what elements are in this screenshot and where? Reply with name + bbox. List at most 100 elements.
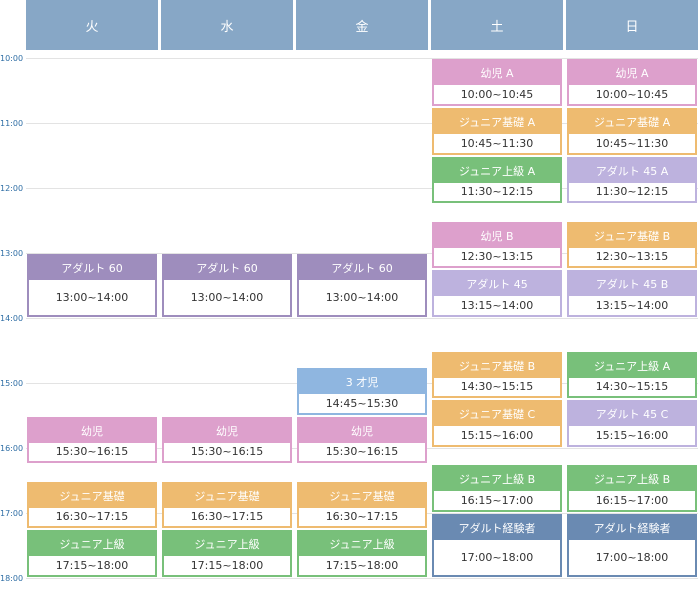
class-block[interactable]: ジュニア基礎 C 15:15~16:00 [432,400,562,447]
class-block[interactable]: 幼児 15:30~16:15 [297,416,427,464]
class-time: 15:15~16:00 [460,429,534,443]
class-block[interactable]: 幼児 15:30~16:15 [162,416,292,464]
class-block[interactable]: 3 才児 14:45~15:30 [297,367,427,415]
class-time: 15:30~16:15 [55,445,129,459]
class-title: ジュニア上級 B [434,467,560,492]
class-time: 14:45~15:30 [325,396,399,410]
class-title: アダルト 45 B [569,272,695,297]
class-block[interactable]: ジュニア基礎 16:30~17:15 [297,481,427,529]
time-label: 12:00 [0,184,24,193]
class-title: アダルト 60 [29,256,155,280]
class-time: 16:30~17:15 [55,510,129,524]
class-block[interactable]: アダルト経験者 17:00~18:00 [432,514,562,577]
class-time: 10:00~10:45 [595,87,669,101]
class-title: ジュニア基礎 [29,483,155,508]
class-time: 10:00~10:45 [460,87,534,101]
class-title: アダルト 45 A [569,158,695,183]
class-block[interactable]: ジュニア基礎 16:30~17:15 [27,481,157,529]
class-title: 幼児 [29,418,155,443]
class-title: アダルト経験者 [569,516,695,540]
class-title: ジュニア上級 [299,532,425,557]
class-time: 13:15~14:00 [460,299,534,313]
class-time: 12:30~13:15 [460,250,534,264]
class-title: 幼児 [164,418,290,443]
class-title: ジュニア基礎 A [434,109,560,134]
day-header: 火 [26,0,158,50]
class-block[interactable]: アダルト 60 13:00~14:00 [27,254,157,317]
class-time: 14:30~15:15 [460,380,534,394]
hour-gridline [26,318,698,319]
class-title: 幼児 B [434,223,560,248]
time-label: 15:00 [0,379,24,388]
class-block[interactable]: ジュニア上級 B 16:15~17:00 [432,465,562,512]
class-block[interactable]: ジュニア上級 A 14:30~15:15 [567,351,697,399]
hour-gridline [26,188,698,189]
hour-gridline [26,58,698,59]
class-time: 17:15~18:00 [55,559,129,573]
class-title: ジュニア基礎 A [569,109,695,134]
class-title: アダルト 60 [299,256,425,280]
class-time: 17:00~18:00 [595,551,669,564]
time-label: 18:00 [0,574,24,583]
class-block[interactable]: ジュニア上級 B 16:15~17:00 [567,465,697,512]
class-time: 11:30~12:15 [460,185,534,199]
day-header: 金 [296,0,428,50]
class-block[interactable]: アダルト 60 13:00~14:00 [297,254,427,317]
class-time: 17:15~18:00 [325,559,399,573]
class-block[interactable]: ジュニア基礎 16:30~17:15 [162,481,292,529]
class-block[interactable]: ジュニア上級 17:15~18:00 [27,530,157,577]
class-block[interactable]: 幼児 B 12:30~13:15 [432,221,562,269]
class-time: 12:30~13:15 [595,250,669,264]
class-title: ジュニア基礎 [164,483,290,508]
class-title: 幼児 A [569,61,695,85]
class-time: 13:15~14:00 [595,299,669,313]
class-time: 10:45~11:30 [460,136,534,150]
class-block[interactable]: 幼児 15:30~16:15 [27,416,157,464]
class-block[interactable]: ジュニア基礎 A 10:45~11:30 [432,107,562,155]
day-header: 日 [566,0,698,50]
class-title: 3 才児 [299,369,425,394]
class-title: ジュニア上級 A [569,353,695,378]
class-time: 13:00~14:00 [325,291,399,304]
class-title: ジュニア上級 [29,532,155,557]
class-block[interactable]: ジュニア基礎 A 10:45~11:30 [567,107,697,155]
class-block[interactable]: アダルト 45 A 11:30~12:15 [567,156,697,204]
class-title: アダルト 45 [434,272,560,297]
class-title: アダルト 45 C [569,402,695,427]
class-block[interactable]: ジュニア上級 17:15~18:00 [162,530,292,577]
class-time: 17:00~18:00 [460,551,534,564]
class-time: 13:00~14:00 [55,291,129,304]
class-time: 16:30~17:15 [190,510,264,524]
class-title: ジュニア基礎 C [434,402,560,427]
class-block[interactable]: アダルト 60 13:00~14:00 [162,254,292,317]
class-block[interactable]: ジュニア上級 17:15~18:00 [297,530,427,577]
class-title: ジュニア基礎 B [569,223,695,248]
hour-gridline [26,253,698,254]
class-title: アダルト経験者 [434,516,560,540]
class-block[interactable]: ジュニア上級 A 11:30~12:15 [432,156,562,204]
time-label: 17:00 [0,509,24,518]
class-title: 幼児 A [434,61,560,85]
class-time: 11:30~12:15 [595,185,669,199]
hour-gridline [26,578,698,579]
class-title: 幼児 [299,418,425,443]
class-time: 13:00~14:00 [190,291,264,304]
class-time: 16:30~17:15 [325,510,399,524]
class-block[interactable]: アダルト 45 C 15:15~16:00 [567,400,697,447]
class-time: 15:15~16:00 [595,429,669,443]
time-label: 11:00 [0,119,24,128]
class-block[interactable]: ジュニア基礎 B 12:30~13:15 [567,221,697,269]
class-block[interactable]: アダルト 45 B 13:15~14:00 [567,270,697,317]
class-block[interactable]: ジュニア基礎 B 14:30~15:15 [432,351,562,399]
time-label: 13:00 [0,249,24,258]
class-title: ジュニア基礎 [299,483,425,508]
class-title: アダルト 60 [164,256,290,280]
class-title: ジュニア上級 A [434,158,560,183]
class-time: 16:15~17:00 [595,494,669,508]
class-block[interactable]: 幼児 A 10:00~10:45 [567,59,697,106]
class-block[interactable]: アダルト経験者 17:00~18:00 [567,514,697,577]
class-block[interactable]: アダルト 45 13:15~14:00 [432,270,562,317]
class-block[interactable]: 幼児 A 10:00~10:45 [432,59,562,106]
class-time: 14:30~15:15 [595,380,669,394]
day-header: 水 [161,0,293,50]
